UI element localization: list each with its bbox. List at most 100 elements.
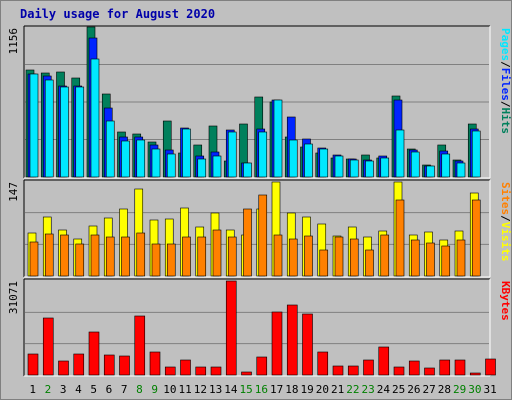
kbytes-bar xyxy=(180,359,191,376)
day-label: 10 xyxy=(163,383,176,396)
kbytes-bar xyxy=(393,366,405,376)
legend-hits: Hits xyxy=(499,108,512,135)
series-legend-label: Sites/Visits xyxy=(499,182,512,262)
pages-bar xyxy=(426,165,435,178)
pages-bar xyxy=(121,140,130,178)
day-label: 6 xyxy=(106,383,113,396)
sites-bar xyxy=(426,242,435,277)
y-max-label: 147 xyxy=(7,182,20,202)
day-label: 2 xyxy=(45,383,52,396)
day-label: 31 xyxy=(484,383,497,396)
sites-bar xyxy=(151,243,161,277)
pages-bar xyxy=(60,86,69,178)
pages-bar xyxy=(212,155,222,178)
day-label: 30 xyxy=(468,383,481,396)
kbytes-bar xyxy=(42,317,54,376)
sites-bar xyxy=(197,236,207,277)
pages-bar xyxy=(182,128,191,178)
pages-bar xyxy=(29,73,39,178)
series-legend-label: Pages/Files/Hits xyxy=(499,28,512,134)
kbytes-bar xyxy=(256,356,268,376)
kbytes-bar xyxy=(88,331,100,376)
pages-bar xyxy=(136,139,146,178)
kbytes-bar xyxy=(271,311,283,376)
legend-kbytes: KBytes xyxy=(499,281,512,321)
sites-bar xyxy=(319,249,329,277)
pages-bar xyxy=(151,148,161,178)
day-label: 20 xyxy=(316,383,329,396)
kbytes-bar xyxy=(408,360,420,376)
day-label: 24 xyxy=(377,383,391,396)
kbytes-bar xyxy=(134,315,146,376)
pages-bar xyxy=(395,129,405,178)
day-label: 3 xyxy=(60,383,67,396)
day-label: 23 xyxy=(362,383,375,396)
legend-files: Files xyxy=(499,68,512,101)
legend-slash: / xyxy=(499,61,512,68)
day-label: 12 xyxy=(194,383,207,396)
sites-bar xyxy=(365,249,374,277)
kbytes-bar xyxy=(439,359,451,376)
pages-bar xyxy=(334,155,344,178)
sites-bar xyxy=(105,236,115,277)
kbytes-bar xyxy=(485,358,496,376)
sites-bar xyxy=(90,234,100,277)
sites-bar xyxy=(227,236,237,277)
kbytes-bar xyxy=(347,365,359,376)
pages-bar xyxy=(273,99,283,178)
kbytes-bar xyxy=(302,313,313,376)
kbytes-bar xyxy=(378,346,390,376)
panel-pages-files-hits: 1156 Pages/Files/Hits xyxy=(7,25,512,179)
pages-bar xyxy=(243,162,252,178)
day-label: 13 xyxy=(209,383,222,396)
day-label: 22 xyxy=(346,383,359,396)
sites-bar xyxy=(258,194,268,277)
kbytes-bar xyxy=(119,355,130,376)
kbytes-bar xyxy=(332,365,344,376)
pages-bar xyxy=(319,148,329,178)
sites-bar xyxy=(456,239,466,277)
sites-bar xyxy=(410,239,420,277)
day-label: 9 xyxy=(151,383,158,396)
chart-title: Daily usage for August 2020 xyxy=(20,7,216,21)
legend-pages: Pages xyxy=(499,28,512,61)
kbytes-bar xyxy=(225,280,237,376)
day-label: 18 xyxy=(285,383,298,396)
sites-bar xyxy=(243,208,252,277)
sites-bar xyxy=(441,245,451,277)
day-label: 16 xyxy=(255,383,268,396)
legend-visits: Visits xyxy=(499,222,512,262)
sites-bar xyxy=(334,236,344,277)
legend-slash: / xyxy=(499,101,512,108)
pages-bar xyxy=(90,58,100,178)
sites-bar xyxy=(75,243,85,277)
kbytes-bar xyxy=(424,367,435,376)
kbytes-bar xyxy=(58,360,69,376)
kbytes-bar xyxy=(103,354,115,376)
day-label: 5 xyxy=(90,383,97,396)
kbytes-bar xyxy=(286,304,298,376)
kbytes-bar xyxy=(241,371,252,376)
day-label: 4 xyxy=(75,383,82,396)
pages-bar xyxy=(441,153,451,178)
pages-bar xyxy=(471,130,481,178)
day-label: 21 xyxy=(331,383,344,396)
kbytes-bar xyxy=(27,353,39,376)
sites-bar xyxy=(136,232,146,277)
sites-bar xyxy=(182,236,191,277)
pages-bar xyxy=(288,139,298,178)
kbytes-bar xyxy=(454,359,466,376)
pages-bar xyxy=(380,157,390,178)
pages-bar xyxy=(105,120,115,178)
kbytes-bar xyxy=(164,366,176,376)
sites-bar xyxy=(60,234,69,277)
day-label: 1 xyxy=(29,383,36,396)
panel-kbytes: 31071 KBytes xyxy=(7,278,512,377)
kbytes-bar xyxy=(317,351,329,376)
day-label: 25 xyxy=(392,383,405,396)
kbytes-bar xyxy=(73,353,85,376)
sites-bar xyxy=(212,229,222,277)
sites-bar xyxy=(29,241,39,277)
pages-bar xyxy=(75,86,85,178)
